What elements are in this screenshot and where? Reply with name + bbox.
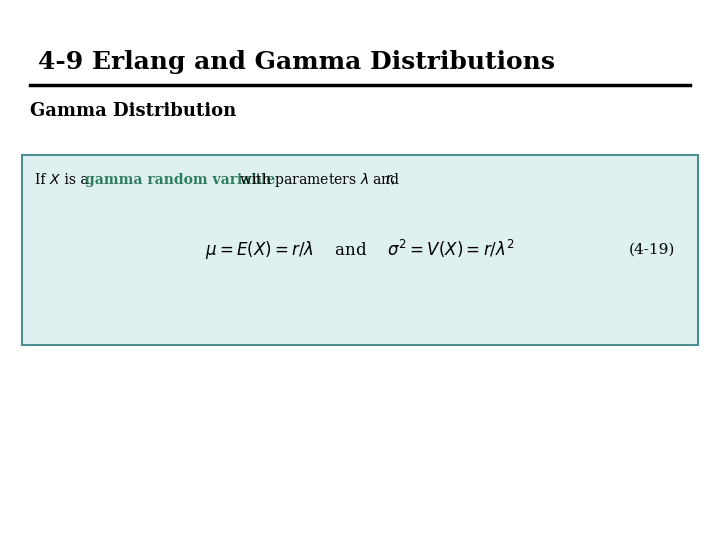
Text: (4-19): (4-19): [629, 243, 675, 257]
Text: $\mu = E(X) = r/\lambda$    and    $\sigma^2 = V(X) = r/\lambda^2$: $\mu = E(X) = r/\lambda$ and $\sigma^2 =…: [205, 238, 515, 262]
FancyBboxPatch shape: [22, 155, 698, 345]
Text: If: If: [35, 173, 50, 187]
Text: 4-9 Erlang and Gamma Distributions: 4-9 Erlang and Gamma Distributions: [38, 50, 555, 74]
Text: $X$: $X$: [49, 173, 61, 187]
Text: $r$,: $r$,: [385, 173, 396, 187]
Text: is a: is a: [60, 173, 93, 187]
Text: Gamma Distribution: Gamma Distribution: [30, 102, 236, 120]
Text: with parameters $\lambda$ and: with parameters $\lambda$ and: [235, 171, 401, 189]
Text: gamma random variable: gamma random variable: [85, 173, 275, 187]
